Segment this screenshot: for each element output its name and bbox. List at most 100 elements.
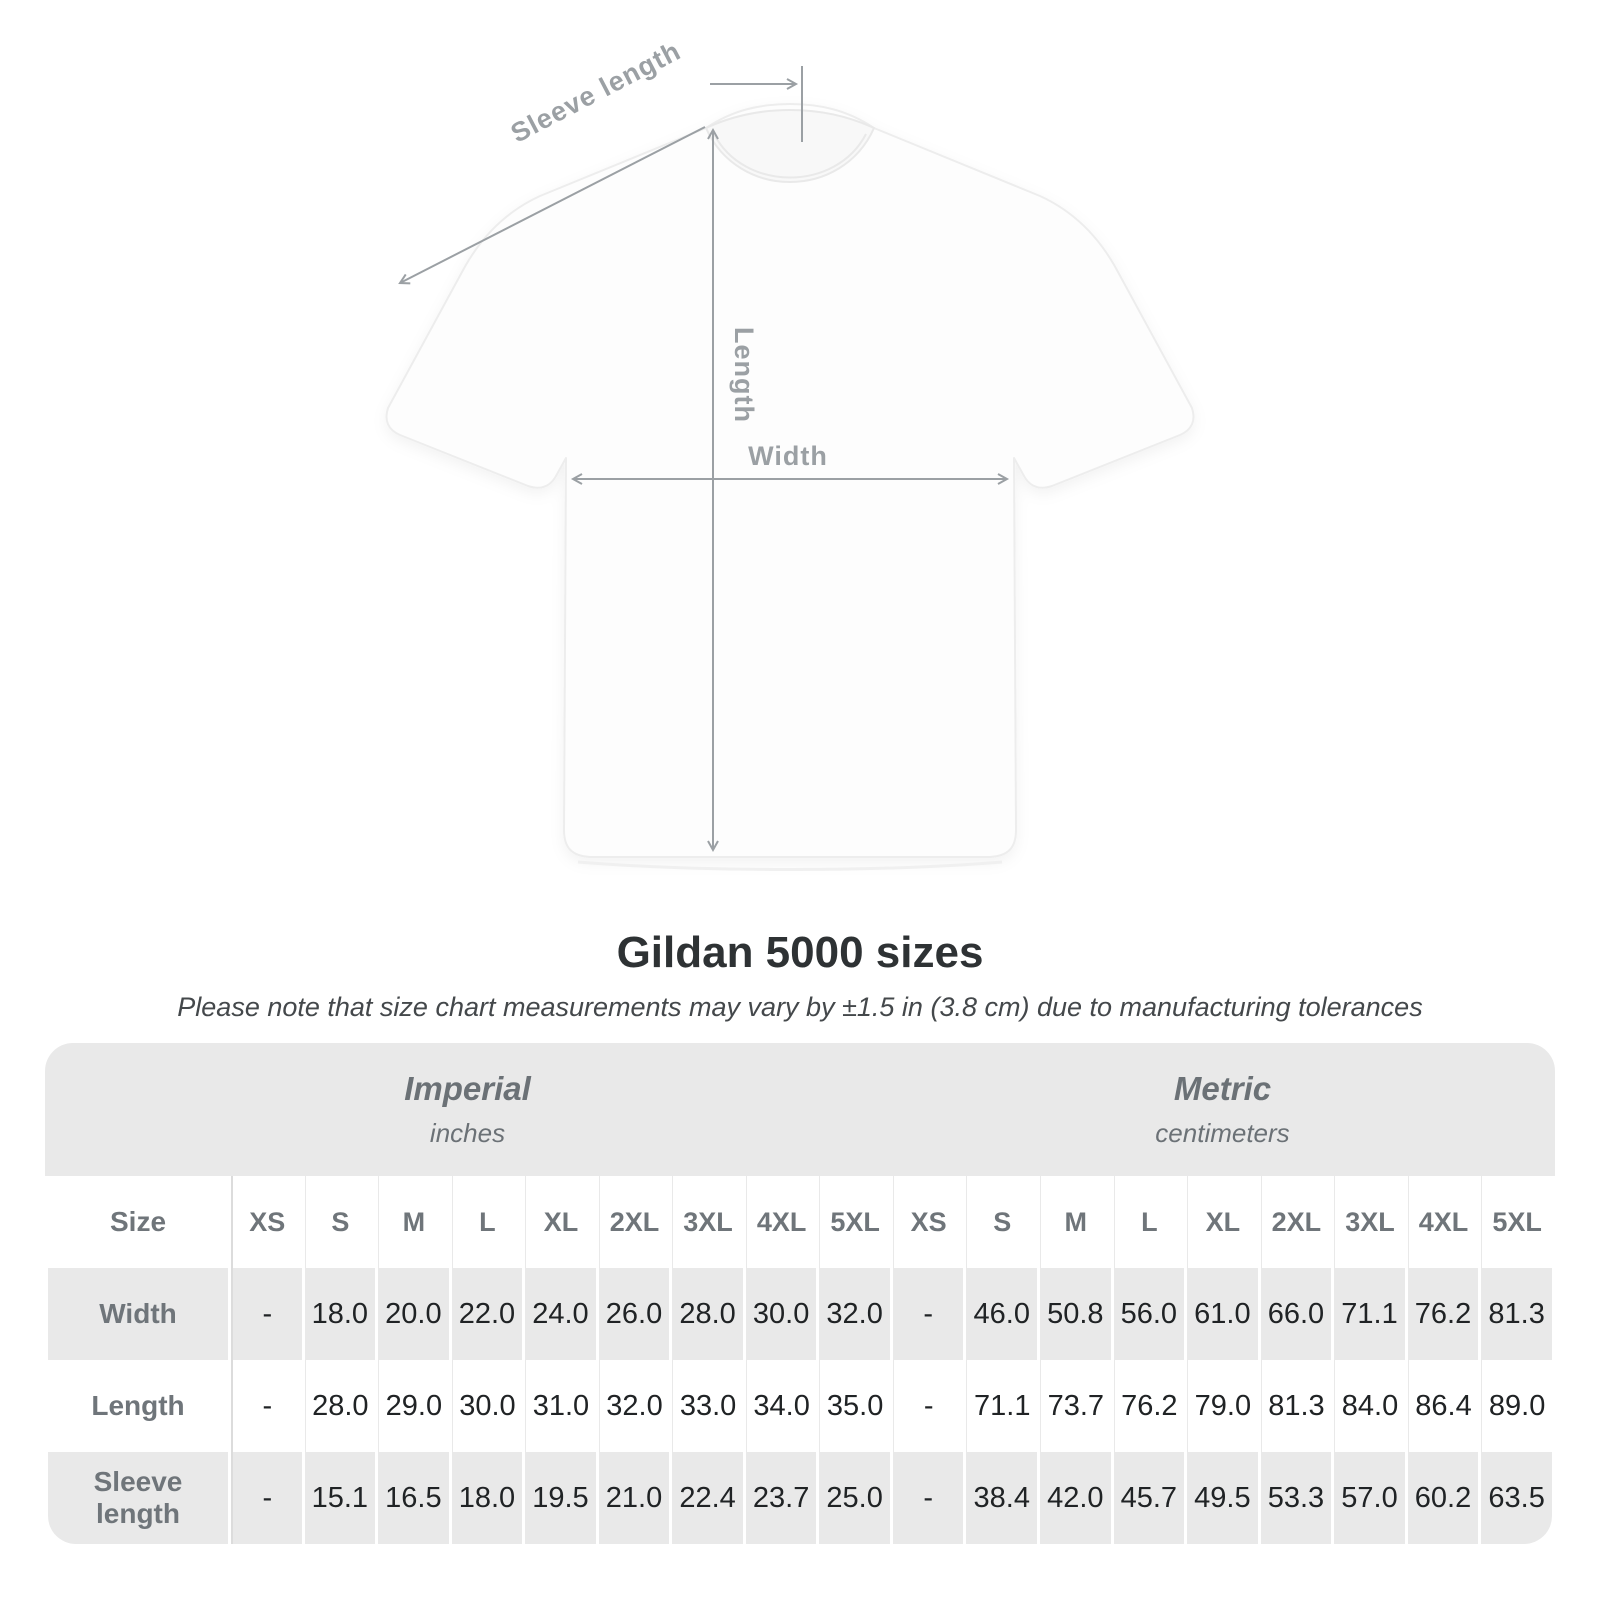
value-cell: 25.0: [819, 1452, 890, 1544]
tshirt-measurement-diagram: Sleeve length Length Width: [385, 36, 1195, 871]
value-cell: 89.0: [1481, 1360, 1552, 1452]
value-cell: 49.5: [1187, 1452, 1258, 1544]
value-cell: 76.2: [1113, 1360, 1185, 1452]
value-cell: 42.0: [1040, 1452, 1111, 1544]
sleeve-length-label: Sleeve length: [506, 36, 686, 149]
unit-header-band: Imperial inches Metric centimeters: [45, 1043, 1555, 1176]
value-cell: 71.1: [1334, 1268, 1405, 1360]
value-cell: 35.0: [819, 1360, 890, 1452]
size-header: XS: [231, 1176, 302, 1268]
size-header: 4XL: [1407, 1176, 1479, 1268]
size-header: 2XL: [1260, 1176, 1332, 1268]
value-cell: 19.5: [525, 1452, 596, 1544]
value-cell: 22.0: [451, 1268, 523, 1360]
value-cell: 20.0: [378, 1268, 449, 1360]
value-cell: 53.3: [1260, 1452, 1332, 1544]
value-cell: -: [892, 1452, 964, 1544]
value-cell: -: [231, 1268, 302, 1360]
tshirt-hem-shadow: [577, 860, 1003, 871]
size-header: XS: [892, 1176, 964, 1268]
size-header: 5XL: [1481, 1176, 1552, 1268]
value-cell: 38.4: [966, 1452, 1038, 1544]
row-label: Sleeve length: [48, 1452, 228, 1544]
value-cell: 22.4: [672, 1452, 743, 1544]
size-header: S: [304, 1176, 376, 1268]
size-header: XL: [525, 1176, 596, 1268]
value-cell: 33.0: [672, 1360, 743, 1452]
value-cell: 24.0: [525, 1268, 596, 1360]
value-cell: 84.0: [1334, 1360, 1405, 1452]
value-cell: 18.0: [304, 1268, 376, 1360]
size-header: XL: [1187, 1176, 1258, 1268]
value-cell: 30.0: [745, 1268, 817, 1360]
value-cell: -: [231, 1360, 302, 1452]
value-cell: -: [892, 1268, 964, 1360]
value-cell: 71.1: [966, 1360, 1038, 1452]
row-label: Length: [48, 1360, 228, 1452]
value-cell: 28.0: [304, 1360, 376, 1452]
value-cell: 15.1: [304, 1452, 376, 1544]
value-cell: -: [231, 1452, 302, 1544]
imperial-unit: inches: [429, 1118, 506, 1148]
width-label: Width: [748, 441, 828, 471]
length-row: Length - 28.0 29.0 30.0 31.0 32.0 33.0 3…: [48, 1360, 1552, 1452]
size-header: L: [1113, 1176, 1185, 1268]
size-header: M: [1040, 1176, 1111, 1268]
value-cell: 45.7: [1113, 1452, 1185, 1544]
tshirt-collar-inner: [713, 133, 867, 179]
tshirt-graphic: [385, 103, 1195, 871]
size-header: 2XL: [598, 1176, 670, 1268]
value-cell: 79.0: [1187, 1360, 1258, 1452]
value-cell: 18.0: [451, 1452, 523, 1544]
sleeve-length-arrow: [398, 126, 706, 285]
size-header: 5XL: [819, 1176, 890, 1268]
value-cell: 46.0: [966, 1268, 1038, 1360]
value-cell: -: [892, 1360, 964, 1452]
value-cell: 76.2: [1407, 1268, 1479, 1360]
size-header: L: [451, 1176, 523, 1268]
length-label: Length: [729, 327, 759, 423]
value-cell: 30.0: [451, 1360, 523, 1452]
value-cell: 21.0: [598, 1452, 670, 1544]
row-label: Width: [48, 1268, 228, 1360]
value-cell: 73.7: [1040, 1360, 1111, 1452]
metric-unit: centimeters: [1155, 1118, 1290, 1148]
value-cell: 28.0: [672, 1268, 743, 1360]
value-cell: 61.0: [1187, 1268, 1258, 1360]
tshirt-body: [385, 103, 1195, 858]
size-header: 3XL: [672, 1176, 743, 1268]
tolerance-note: Please note that size chart measurements…: [177, 992, 1423, 1022]
value-cell: 32.0: [819, 1268, 890, 1360]
size-table-card: Imperial inches Metric centimeters Size …: [45, 1043, 1555, 1544]
value-cell: 34.0: [745, 1360, 817, 1452]
value-cell: 29.0: [378, 1360, 449, 1452]
size-header: 4XL: [745, 1176, 817, 1268]
size-table: Size XS S M L XL 2XL 3XL 4XL 5XL XS S M …: [45, 1176, 1555, 1544]
size-corner-header: Size: [48, 1176, 228, 1268]
value-cell: 26.0: [598, 1268, 670, 1360]
value-cell: 86.4: [1407, 1360, 1479, 1452]
metric-section-header: Metric centimeters: [890, 1043, 1555, 1176]
value-cell: 23.7: [745, 1452, 817, 1544]
value-cell: 81.3: [1260, 1360, 1332, 1452]
value-cell: 66.0: [1260, 1268, 1332, 1360]
imperial-section-header: Imperial inches: [45, 1043, 890, 1176]
value-cell: 60.2: [1407, 1452, 1479, 1544]
size-header: 3XL: [1334, 1176, 1405, 1268]
tshirt-collar: [704, 108, 876, 183]
size-header: M: [378, 1176, 449, 1268]
value-cell: 50.8: [1040, 1268, 1111, 1360]
value-cell: 57.0: [1334, 1452, 1405, 1544]
value-cell: 81.3: [1481, 1268, 1552, 1360]
page-title: Gildan 5000 sizes: [616, 928, 984, 977]
size-header: S: [966, 1176, 1038, 1268]
value-cell: 32.0: [598, 1360, 670, 1452]
metric-title: Metric: [1173, 1070, 1272, 1107]
value-cell: 16.5: [378, 1452, 449, 1544]
value-cell: 31.0: [525, 1360, 596, 1452]
sleeve-length-row: Sleeve length - 15.1 16.5 18.0 19.5 21.0…: [48, 1452, 1552, 1544]
imperial-title: Imperial: [404, 1070, 531, 1107]
width-row: Width - 18.0 20.0 22.0 24.0 26.0 28.0 30…: [48, 1268, 1552, 1360]
size-header-row: Size XS S M L XL 2XL 3XL 4XL 5XL XS S M …: [48, 1176, 1552, 1268]
